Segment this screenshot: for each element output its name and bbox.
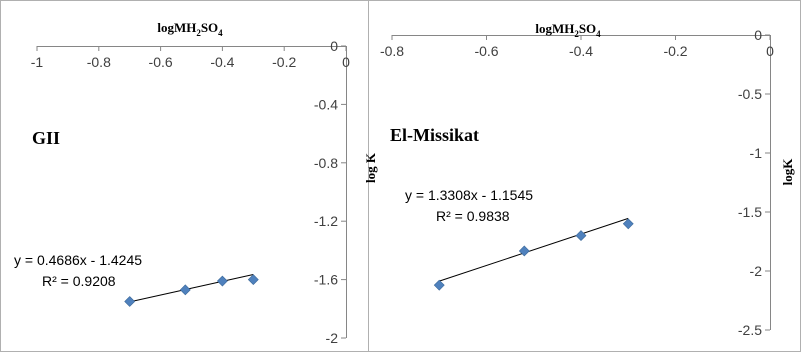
data-point (247, 274, 259, 286)
x-axis-title: logMH2SO4 (535, 21, 601, 39)
data-point (216, 275, 228, 287)
x-axis-title-subscript: 4 (218, 28, 223, 38)
y-tick-label: -1.2 (314, 213, 338, 229)
x-axis-title-subscript: 4 (596, 29, 601, 39)
x-axis-title-text: logMH (535, 21, 574, 36)
y-tick-label: 0 (330, 38, 338, 54)
chart-el-missikat: -0.8 -0.6 -0.4 -0.2 00 -0.5 -1 -1.5 -2 -2.5 logMH2… (380, 21, 795, 338)
x-tick-label: -0.8 (87, 54, 111, 70)
data-point (179, 284, 191, 296)
x-tick-label: 0 (766, 43, 774, 59)
y-tick-label: -0.4 (314, 96, 338, 112)
data-point (433, 279, 445, 291)
y-tick-label: -1 (750, 145, 763, 161)
x-tick-label: -0.4 (569, 43, 593, 59)
x-axis-title-subscript: 2 (196, 28, 201, 38)
y-tick-label: -0.5 (738, 86, 762, 102)
y-tick-label: -2 (326, 330, 339, 346)
r-squared: R² = 0.9208 (42, 273, 116, 289)
r-squared: R² = 0.9838 (436, 208, 510, 224)
trendline (129, 274, 254, 303)
y-tick-label: 0 (754, 27, 762, 43)
trendline (439, 217, 629, 282)
trend-equation: y = 0.4686x - 1.4245 (14, 252, 142, 268)
y-tick-label: -2.5 (738, 322, 762, 338)
y-tick-label: -2 (750, 263, 763, 279)
data-point (575, 230, 587, 242)
chart-gii: -1 -0.8 -0.6 -0.4 -0.2 00 -0.4 -0.8 -1.2 -1.6 -2 lo… (14, 20, 378, 346)
data-point (518, 245, 530, 257)
y-tick-label: -1.5 (738, 204, 762, 220)
x-axis-title-text: SO (201, 20, 218, 35)
trend-equation: y = 1.3308x - 1.1545 (405, 187, 533, 203)
x-tick-label: -0.2 (663, 43, 687, 59)
y-tick-label: -0.8 (314, 155, 338, 171)
x-tick-label: -0.8 (380, 43, 404, 59)
x-tick-label: -0.2 (272, 54, 296, 70)
panel-label: El-Missikat (390, 125, 479, 145)
x-axis-title-subscript: 2 (574, 29, 579, 39)
data-point (622, 218, 634, 230)
x-axis-title-text: logMH (157, 20, 196, 35)
y-axis-title: logK (780, 158, 795, 186)
x-tick-label: -0.4 (210, 54, 234, 70)
x-axis-title: logMH2SO4 (157, 20, 223, 38)
x-tick-label: -1 (31, 54, 44, 70)
y-tick-label: -1.6 (314, 272, 338, 288)
y-axis-title: log K (363, 152, 378, 183)
x-axis-title-text: SO (579, 21, 596, 36)
data-point (124, 296, 136, 307)
x-tick-label: -0.6 (149, 54, 173, 70)
panel-label: GII (32, 128, 60, 148)
x-tick-label: -0.6 (474, 43, 498, 59)
x-tick-label: 0 (342, 54, 350, 70)
